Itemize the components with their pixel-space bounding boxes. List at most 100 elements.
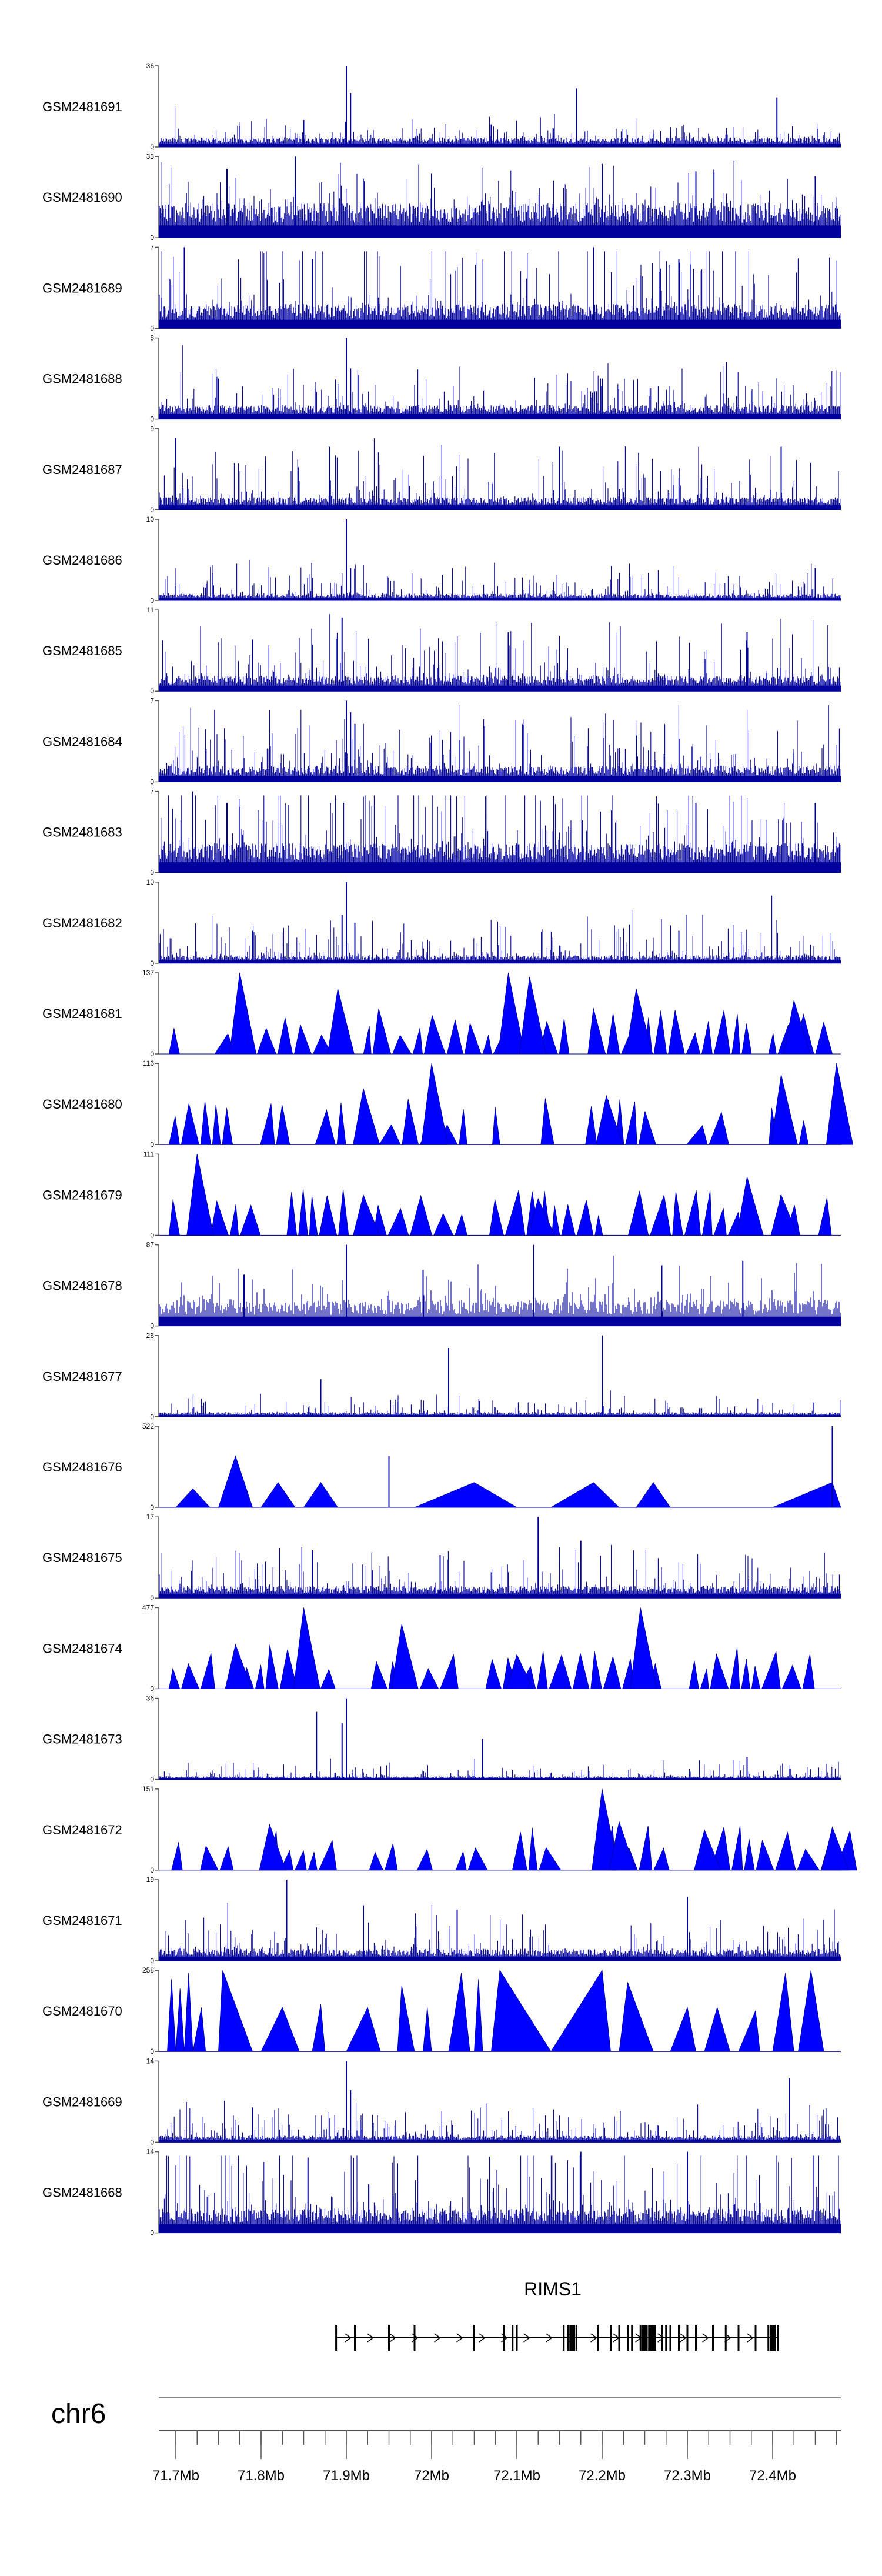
track-GSM2481685: GSM2481685 11 0 <box>42 606 841 695</box>
track-GSM2481684: GSM2481684 7 0 <box>42 696 841 786</box>
gene-exon <box>777 2325 779 2351</box>
y-tick-label-min: 0 <box>150 2138 154 2146</box>
signal-bars <box>159 1544 841 1599</box>
signal-bars <box>159 2155 841 2233</box>
track-label: GSM2481670 <box>42 2004 122 2018</box>
track-GSM2481669: GSM2481669 14 0 <box>42 2057 841 2146</box>
track-label: GSM2481675 <box>42 1550 122 1565</box>
strand-chevron <box>590 2333 597 2343</box>
y-tick-label-min: 0 <box>150 1231 154 1239</box>
y-tick-label-max: 151 <box>142 1785 154 1793</box>
gene-exon <box>724 2325 727 2351</box>
track-label: GSM2481682 <box>42 916 122 930</box>
y-tick-label-max: 19 <box>146 1876 155 1884</box>
signal-bars <box>159 438 841 510</box>
y-tick-label-min: 0 <box>150 143 154 151</box>
signal-peak <box>421 1063 449 1145</box>
gene-exon <box>413 2325 416 2351</box>
track-GSM2481689: GSM2481689 7 0 <box>42 243 841 332</box>
signal-baseline <box>159 1316 841 1326</box>
track-label: GSM2481691 <box>42 99 122 114</box>
track-GSM2481673: GSM2481673 36 0 <box>42 1694 841 1784</box>
signal-area <box>168 1098 809 1145</box>
y-tick-label-min: 0 <box>150 869 154 877</box>
signal-peak <box>630 1607 657 1689</box>
axis-tick-label: 71.8Mb <box>238 2468 285 2484</box>
strand-chevron <box>367 2333 374 2343</box>
gene-exon <box>576 2325 577 2351</box>
y-tick-label-max: 11 <box>147 606 155 614</box>
signal-bars <box>159 2101 841 2143</box>
y-tick-label-max: 477 <box>142 1603 154 1611</box>
y-tick-label-min: 0 <box>150 959 154 967</box>
track-label: GSM2481683 <box>42 825 122 840</box>
y-tick-label-max: 137 <box>142 969 154 977</box>
gene-exon <box>627 2325 629 2351</box>
y-tick-label-max: 7 <box>150 788 154 796</box>
signal-area <box>168 1189 832 1236</box>
gene-exon-coding <box>770 2325 776 2351</box>
track-GSM2481681: GSM2481681 137 0 <box>42 969 841 1058</box>
track-GSM2481690: GSM2481690 33 0 <box>42 152 841 242</box>
gene-exon <box>516 2325 518 2351</box>
gene-exon <box>473 2325 475 2351</box>
signal-baseline <box>159 598 841 600</box>
y-tick-label-max: 7 <box>150 696 154 705</box>
strand-chevron <box>724 2333 731 2343</box>
y-tick-label-max: 36 <box>146 62 155 70</box>
signal-peak <box>736 1176 764 1236</box>
signal-peak <box>353 1194 380 1236</box>
gene-exon <box>678 2325 680 2351</box>
track-GSM2481688: GSM2481688 8 0 <box>42 334 841 423</box>
track-GSM2481682: GSM2481682 10 0 <box>42 878 841 967</box>
y-tick-label-min: 0 <box>150 415 154 423</box>
signal-area <box>168 1644 815 1689</box>
signal-peak <box>391 1624 419 1689</box>
signal-baseline <box>159 1778 841 1780</box>
y-tick-label-min: 0 <box>150 1776 154 1784</box>
gene-exon <box>754 2325 757 2351</box>
axis-tick-label: 72.3Mb <box>664 2468 711 2484</box>
signal-area <box>159 1970 841 2052</box>
signal-peak <box>353 1088 380 1145</box>
strand-chevron <box>747 2333 754 2343</box>
gene-exon <box>597 2325 599 2351</box>
gene-exon <box>712 2325 714 2351</box>
axis-tick-label: 72.4Mb <box>749 2468 796 2484</box>
signal-baseline <box>159 685 841 692</box>
signal-baseline <box>159 319 841 329</box>
genome-axis-ticks: 71.7Mb 71.8Mb 71.9Mb 72Mb 72.1Mb 72.2Mb 72.3Mb… <box>152 2431 837 2484</box>
signal-peak <box>293 1607 320 1689</box>
signal-bars <box>159 1903 841 1961</box>
track-label: GSM2481676 <box>42 1460 122 1474</box>
y-tick-label-min: 0 <box>150 1322 154 1330</box>
signal-baseline <box>159 2140 841 2143</box>
axis-tick-label: 71.9Mb <box>323 2468 370 2484</box>
signal-baseline <box>159 225 841 238</box>
gene-exon <box>661 2325 663 2351</box>
track-GSM2481680: GSM2481680 116 0 <box>42 1059 854 1149</box>
y-tick-label-max: 8 <box>150 334 154 342</box>
strand-chevron <box>523 2333 530 2343</box>
signal-baseline <box>159 1415 841 1417</box>
gene-exon-coding <box>569 2325 576 2351</box>
track-GSM2481672: GSM2481672 151 0 <box>42 1785 857 1874</box>
track-GSM2481677: GSM2481677 26 0 <box>42 1332 841 1421</box>
track-label: GSM2481687 <box>42 462 122 477</box>
track-GSM2481678: GSM2481678 87 0 <box>42 1241 841 1330</box>
signal-area <box>159 1455 841 1508</box>
track-label: GSM2481677 <box>42 1369 122 1384</box>
axis-tick-label: 71.7Mb <box>152 2468 199 2484</box>
gene-label: RIMS1 <box>524 2278 582 2300</box>
coverage-tracks: GSM2481691360GSM2481690330GSM248168970GS… <box>42 62 857 2237</box>
signal-bars <box>159 251 841 329</box>
y-tick-label-max: 522 <box>142 1422 154 1430</box>
gene-exon <box>737 2325 740 2351</box>
gene-track: RIMS1 <box>335 2278 779 2351</box>
y-tick-label-min: 0 <box>150 778 154 786</box>
strand-chevron <box>389 2333 396 2343</box>
signal-bars <box>159 1255 841 1326</box>
y-tick-label-min: 0 <box>150 506 154 514</box>
track-label: GSM2481674 <box>42 1641 122 1656</box>
signal-baseline <box>159 776 841 782</box>
